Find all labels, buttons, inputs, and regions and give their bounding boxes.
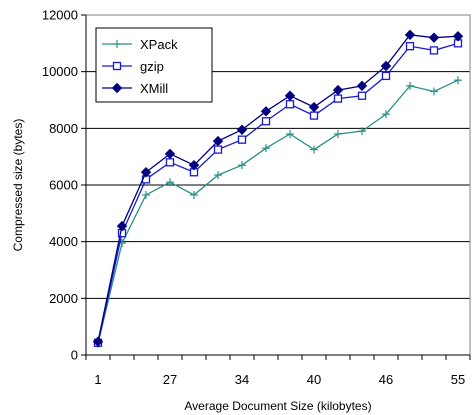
- y-tick-label: 8000: [49, 121, 78, 136]
- data-point-plus: [113, 40, 121, 48]
- data-point-diamond: [380, 60, 392, 72]
- data-point-diamond: [188, 159, 200, 171]
- x-tick-label: 1: [94, 372, 101, 387]
- data-point-plus: [142, 190, 150, 199]
- series-line-xmill: [97, 34, 459, 342]
- data-point-square: [381, 71, 391, 81]
- data-point-diamond: [116, 220, 128, 232]
- data-point-diamond: [452, 31, 464, 42]
- data-point-square: [112, 61, 122, 71]
- x-tick-label: 46: [379, 372, 393, 387]
- data-point-diamond: [164, 148, 176, 160]
- data-point-diamond: [332, 84, 344, 96]
- y-tick-label: 12000: [42, 8, 78, 23]
- data-point-square: [165, 158, 175, 167]
- data-point-plus: [430, 87, 438, 96]
- data-point-square: [309, 111, 319, 120]
- data-point-plus: [334, 130, 342, 138]
- data-point-plus: [214, 171, 222, 180]
- data-point-square: [405, 42, 415, 51]
- data-point-diamond: [284, 90, 296, 101]
- data-point-diamond: [92, 336, 104, 347]
- data-point-diamond: [236, 124, 248, 135]
- data-point-diamond: [140, 167, 152, 178]
- data-point-diamond: [212, 135, 224, 147]
- legend-label: gzip: [140, 59, 164, 74]
- data-series: [92, 29, 464, 348]
- y-tick-label: 6000: [49, 178, 78, 193]
- data-point-plus: [238, 161, 246, 170]
- x-tick-label: 27: [163, 372, 177, 387]
- series-line-xpack: [97, 79, 459, 344]
- data-point-square: [429, 46, 439, 55]
- data-point-plus: [310, 145, 318, 154]
- legend-entry-xmill: XMill: [102, 81, 168, 96]
- legend-entry-gzip: gzip: [102, 59, 164, 74]
- data-point-plus: [358, 127, 366, 136]
- legend-entry-xpack: XPack: [102, 37, 178, 52]
- x-tick-label: 55: [451, 372, 465, 387]
- series-xpack: [94, 76, 462, 348]
- legend: XPack gzip XMill: [95, 27, 213, 103]
- legend-label: XMill: [140, 81, 168, 96]
- y-axis-title: Compressed size (bytes): [11, 119, 25, 252]
- data-point-square: [333, 94, 343, 103]
- series-xmill: [92, 29, 464, 347]
- data-point-plus: [382, 110, 390, 119]
- y-tick-label: 0: [71, 348, 78, 363]
- x-tick-label: 40: [307, 372, 321, 387]
- data-point-plus: [190, 190, 198, 199]
- data-point-diamond: [356, 80, 368, 92]
- data-point-square: [213, 145, 223, 154]
- y-tick-label: 10000: [42, 64, 78, 79]
- data-point-diamond: [404, 29, 416, 41]
- x-tick-label: 34: [235, 372, 249, 387]
- data-point-diamond: [308, 101, 320, 113]
- data-point-square: [261, 117, 271, 126]
- data-point-diamond: [111, 82, 123, 94]
- data-point-plus: [166, 178, 174, 187]
- x-axis-title: Average Document Size (kilobytes): [184, 399, 371, 413]
- legend-label: XPack: [140, 37, 178, 52]
- series-gzip: [93, 39, 463, 347]
- data-point-square: [285, 100, 295, 109]
- data-point-square: [237, 135, 247, 144]
- data-point-diamond: [260, 106, 272, 117]
- data-point-plus: [262, 144, 270, 153]
- data-point-plus: [286, 130, 294, 138]
- y-tick-label: 2000: [49, 291, 78, 306]
- y-tick-label: 4000: [49, 234, 78, 249]
- series-line-gzip: [97, 42, 459, 343]
- data-point-plus: [454, 76, 462, 85]
- data-point-diamond: [428, 32, 440, 43]
- data-point-square: [357, 91, 367, 100]
- axes: 0 2000 4000 6000 8000 10000 12000 1 27 34 40 46 55: [42, 8, 471, 387]
- data-point-plus: [406, 81, 414, 90]
